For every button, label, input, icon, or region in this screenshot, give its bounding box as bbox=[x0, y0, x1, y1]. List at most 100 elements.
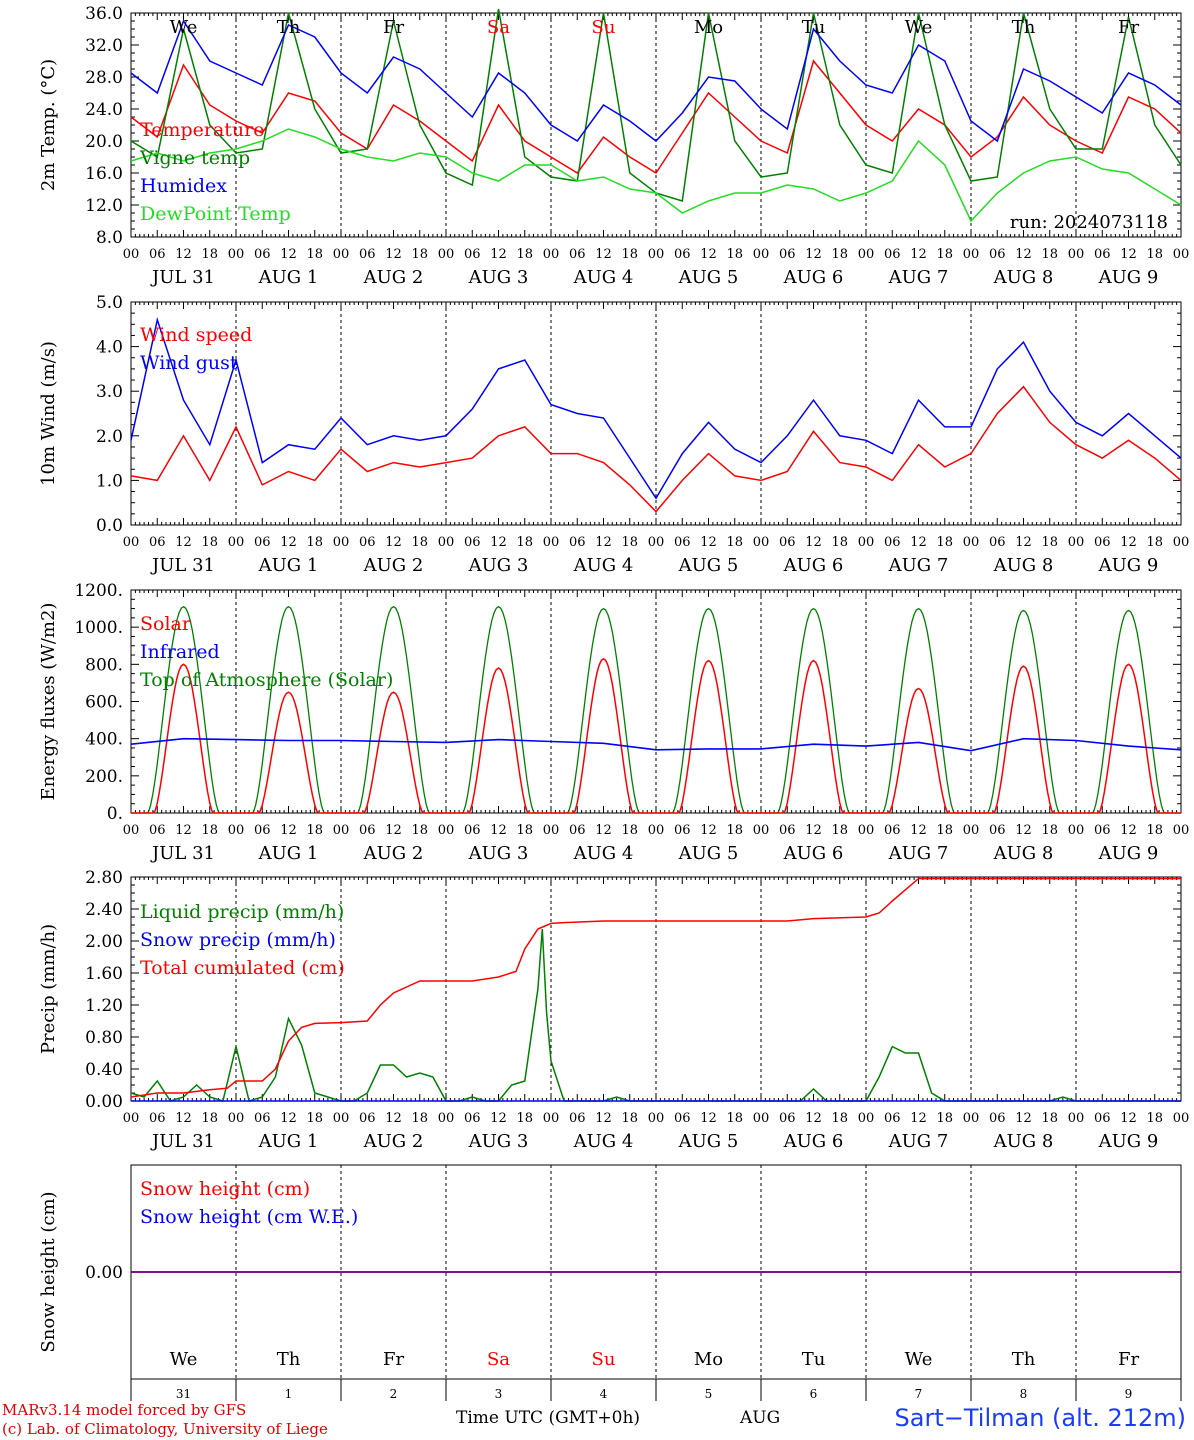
hour-tick-label: 00 bbox=[543, 247, 560, 262]
hour-tick-label: 12 bbox=[805, 823, 822, 838]
date-label: AUG 9 bbox=[1098, 843, 1159, 864]
hour-tick-label: 00 bbox=[648, 535, 665, 550]
date-label: AUG 4 bbox=[573, 555, 634, 576]
hour-tick-label: 06 bbox=[779, 535, 796, 550]
day-number-label: 2 bbox=[390, 1387, 398, 1401]
hour-tick-label: 06 bbox=[254, 823, 271, 838]
hour-tick-label: 12 bbox=[910, 1111, 927, 1126]
day-number-label: 9 bbox=[1125, 1387, 1133, 1401]
date-label: AUG 5 bbox=[678, 267, 739, 288]
hour-tick-label: 12 bbox=[805, 1111, 822, 1126]
y-tick-label: 0.00 bbox=[85, 1263, 123, 1283]
y-tick-label: 1.60 bbox=[85, 964, 123, 984]
legend-entry: Vigne temp bbox=[139, 147, 250, 169]
y-tick-label: 800. bbox=[85, 655, 123, 675]
hour-tick-label: 06 bbox=[149, 535, 166, 550]
date-label: AUG 6 bbox=[783, 267, 844, 288]
hour-tick-label: 12 bbox=[385, 823, 402, 838]
hour-tick-label: 12 bbox=[595, 1111, 612, 1126]
y-tick-label: 3.0 bbox=[96, 382, 123, 402]
hour-tick-label: 06 bbox=[569, 1111, 586, 1126]
date-label: AUG 7 bbox=[888, 267, 949, 288]
hour-tick-label: 00 bbox=[543, 823, 560, 838]
date-label: AUG 7 bbox=[888, 843, 949, 864]
hour-tick-label: 06 bbox=[989, 1111, 1006, 1126]
hour-tick-label: 06 bbox=[464, 1111, 481, 1126]
hour-tick-label: 06 bbox=[779, 1111, 796, 1126]
infrared-line bbox=[130, 737, 1182, 752]
y-tick-label: 2.00 bbox=[85, 932, 123, 952]
hour-tick-label: 00 bbox=[333, 1111, 350, 1126]
weekday-label: Su bbox=[592, 17, 616, 38]
y-tick-label: 5.0 bbox=[96, 293, 123, 313]
hour-tick-label: 12 bbox=[280, 535, 297, 550]
weekday-label: Mo bbox=[694, 1349, 723, 1370]
hour-tick-label: 18 bbox=[936, 1111, 953, 1126]
hour-tick-label: 12 bbox=[1015, 823, 1032, 838]
y-tick-label: 200. bbox=[85, 767, 123, 787]
legend-entry: Wind gust bbox=[140, 352, 238, 374]
date-label: AUG 6 bbox=[783, 555, 844, 576]
weekday-label: Su bbox=[592, 1349, 616, 1370]
hour-tick-label: 06 bbox=[254, 535, 271, 550]
weekday-label: Fr bbox=[1118, 17, 1139, 38]
day-number-label: 3 bbox=[495, 1387, 503, 1401]
date-label: AUG 4 bbox=[573, 267, 634, 288]
hour-tick-label: 12 bbox=[1120, 535, 1137, 550]
hour-tick-label: 00 bbox=[648, 1111, 665, 1126]
hour-tick-label: 00 bbox=[963, 823, 980, 838]
hour-tick-label: 18 bbox=[936, 823, 953, 838]
day-number-label: 4 bbox=[600, 1387, 608, 1401]
hour-tick-label: 06 bbox=[989, 247, 1006, 262]
hour-tick-label: 00 bbox=[123, 823, 140, 838]
y-axis-title: 2m Temp. (°C) bbox=[38, 59, 59, 191]
hour-tick-label: 06 bbox=[149, 823, 166, 838]
hour-tick-label: 06 bbox=[674, 535, 691, 550]
weekday-label: Th bbox=[1012, 1349, 1036, 1370]
legend-entry: Wind speed bbox=[140, 324, 252, 346]
hour-tick-label: 06 bbox=[254, 247, 271, 262]
hour-tick-label: 00 bbox=[963, 1111, 980, 1126]
hour-tick-label: 06 bbox=[884, 247, 901, 262]
date-label: AUG 6 bbox=[783, 843, 844, 864]
date-label: AUG 3 bbox=[468, 267, 529, 288]
plot-frame bbox=[130, 301, 1182, 526]
y-tick-label: 32.0 bbox=[85, 36, 123, 56]
date-label: AUG 4 bbox=[573, 843, 634, 864]
hour-tick-label: 00 bbox=[228, 247, 245, 262]
hour-tick-label: 06 bbox=[1094, 247, 1111, 262]
y-tick-label: 0.80 bbox=[85, 1028, 123, 1048]
footer-site-name: Sart−Tilman (alt. 212m) bbox=[894, 1404, 1186, 1432]
date-label: AUG 8 bbox=[993, 267, 1054, 288]
legend-entry: Solar bbox=[140, 613, 192, 635]
date-label: AUG 1 bbox=[258, 843, 319, 864]
hour-tick-label: 12 bbox=[595, 535, 612, 550]
hour-tick-label: 18 bbox=[726, 823, 743, 838]
hour-tick-label: 00 bbox=[858, 535, 875, 550]
hour-tick-label: 06 bbox=[359, 1111, 376, 1126]
hour-tick-label: 00 bbox=[333, 247, 350, 262]
hour-tick-label: 06 bbox=[884, 535, 901, 550]
date-label: AUG 6 bbox=[783, 1131, 844, 1152]
hour-tick-label: 06 bbox=[674, 247, 691, 262]
hour-tick-label: 18 bbox=[516, 1111, 533, 1126]
hour-tick-label: 12 bbox=[805, 247, 822, 262]
hour-tick-label: 06 bbox=[359, 247, 376, 262]
hour-tick-label: 00 bbox=[858, 247, 875, 262]
hour-tick-label: 18 bbox=[306, 535, 323, 550]
hour-tick-label: 18 bbox=[726, 1111, 743, 1126]
series-line-wind-speed bbox=[130, 385, 1182, 513]
legend-entry: Top of Atmosphere (Solar) bbox=[140, 669, 393, 691]
date-label: AUG 5 bbox=[678, 1131, 739, 1152]
date-label: AUG 7 bbox=[888, 1131, 949, 1152]
hour-tick-label: 18 bbox=[516, 823, 533, 838]
hour-tick-label: 06 bbox=[359, 823, 376, 838]
hour-tick-label: 06 bbox=[569, 535, 586, 550]
y-tick-label: 400. bbox=[85, 730, 123, 750]
date-label: AUG 2 bbox=[363, 843, 424, 864]
panel-3: 00 06 12 18 00 06 12 18 00 06 12 18 00 06 12 18 00 06 12 18… bbox=[38, 581, 1189, 864]
legend-entry: Liquid precip (mm/h) bbox=[140, 901, 344, 923]
date-label: AUG 1 bbox=[258, 267, 319, 288]
date-label: JUL 31 bbox=[150, 1131, 215, 1152]
hour-tick-label: 18 bbox=[621, 247, 638, 262]
